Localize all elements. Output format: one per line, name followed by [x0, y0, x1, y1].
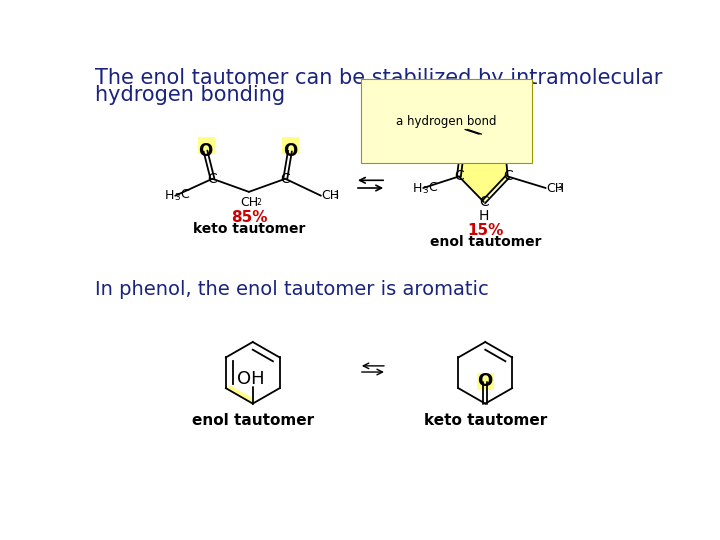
Text: $_3$: $_3$ [333, 190, 339, 202]
Text: H: H [478, 128, 490, 143]
Text: C: C [479, 195, 489, 209]
Polygon shape [459, 138, 508, 202]
Polygon shape [226, 386, 253, 403]
Text: OH: OH [238, 370, 265, 388]
Text: The enol tautomer can be stabilized by intramolecular: The enol tautomer can be stabilized by i… [94, 68, 662, 88]
Text: C: C [207, 172, 217, 186]
Text: 85%: 85% [230, 210, 267, 225]
Text: keto tautomer: keto tautomer [193, 222, 305, 236]
Text: O: O [451, 141, 466, 159]
Text: $_3$C: $_3$C [174, 188, 191, 203]
Text: $_2$: $_2$ [256, 197, 262, 209]
Text: $_3$C: $_3$C [423, 180, 438, 195]
Text: In phenol, the enol tautomer is aromatic: In phenol, the enol tautomer is aromatic [94, 280, 488, 299]
Text: 15%: 15% [467, 223, 503, 238]
Text: C: C [503, 170, 513, 184]
Text: a hydrogen bond: a hydrogen bond [396, 114, 497, 127]
Text: O: O [502, 141, 516, 159]
Text: keto tautomer: keto tautomer [423, 413, 547, 428]
Bar [477, 373, 494, 390]
Text: H: H [479, 209, 489, 222]
Text: C: C [454, 170, 464, 184]
Text: hydrogen bonding: hydrogen bonding [94, 85, 285, 105]
Text: CH: CH [546, 181, 564, 194]
Text: C: C [280, 172, 290, 186]
Text: O: O [198, 142, 212, 160]
Text: CH: CH [240, 196, 258, 209]
Text: enol tautomer: enol tautomer [430, 235, 541, 249]
Text: H: H [413, 181, 422, 194]
Text: CH: CH [322, 189, 340, 202]
Text: enol tautomer: enol tautomer [192, 413, 314, 428]
Text: O: O [477, 372, 493, 389]
Text: O: O [283, 142, 297, 160]
Bar [198, 137, 215, 154]
Bar [282, 137, 300, 154]
Text: $_3$: $_3$ [557, 182, 564, 194]
Text: H: H [164, 189, 174, 202]
